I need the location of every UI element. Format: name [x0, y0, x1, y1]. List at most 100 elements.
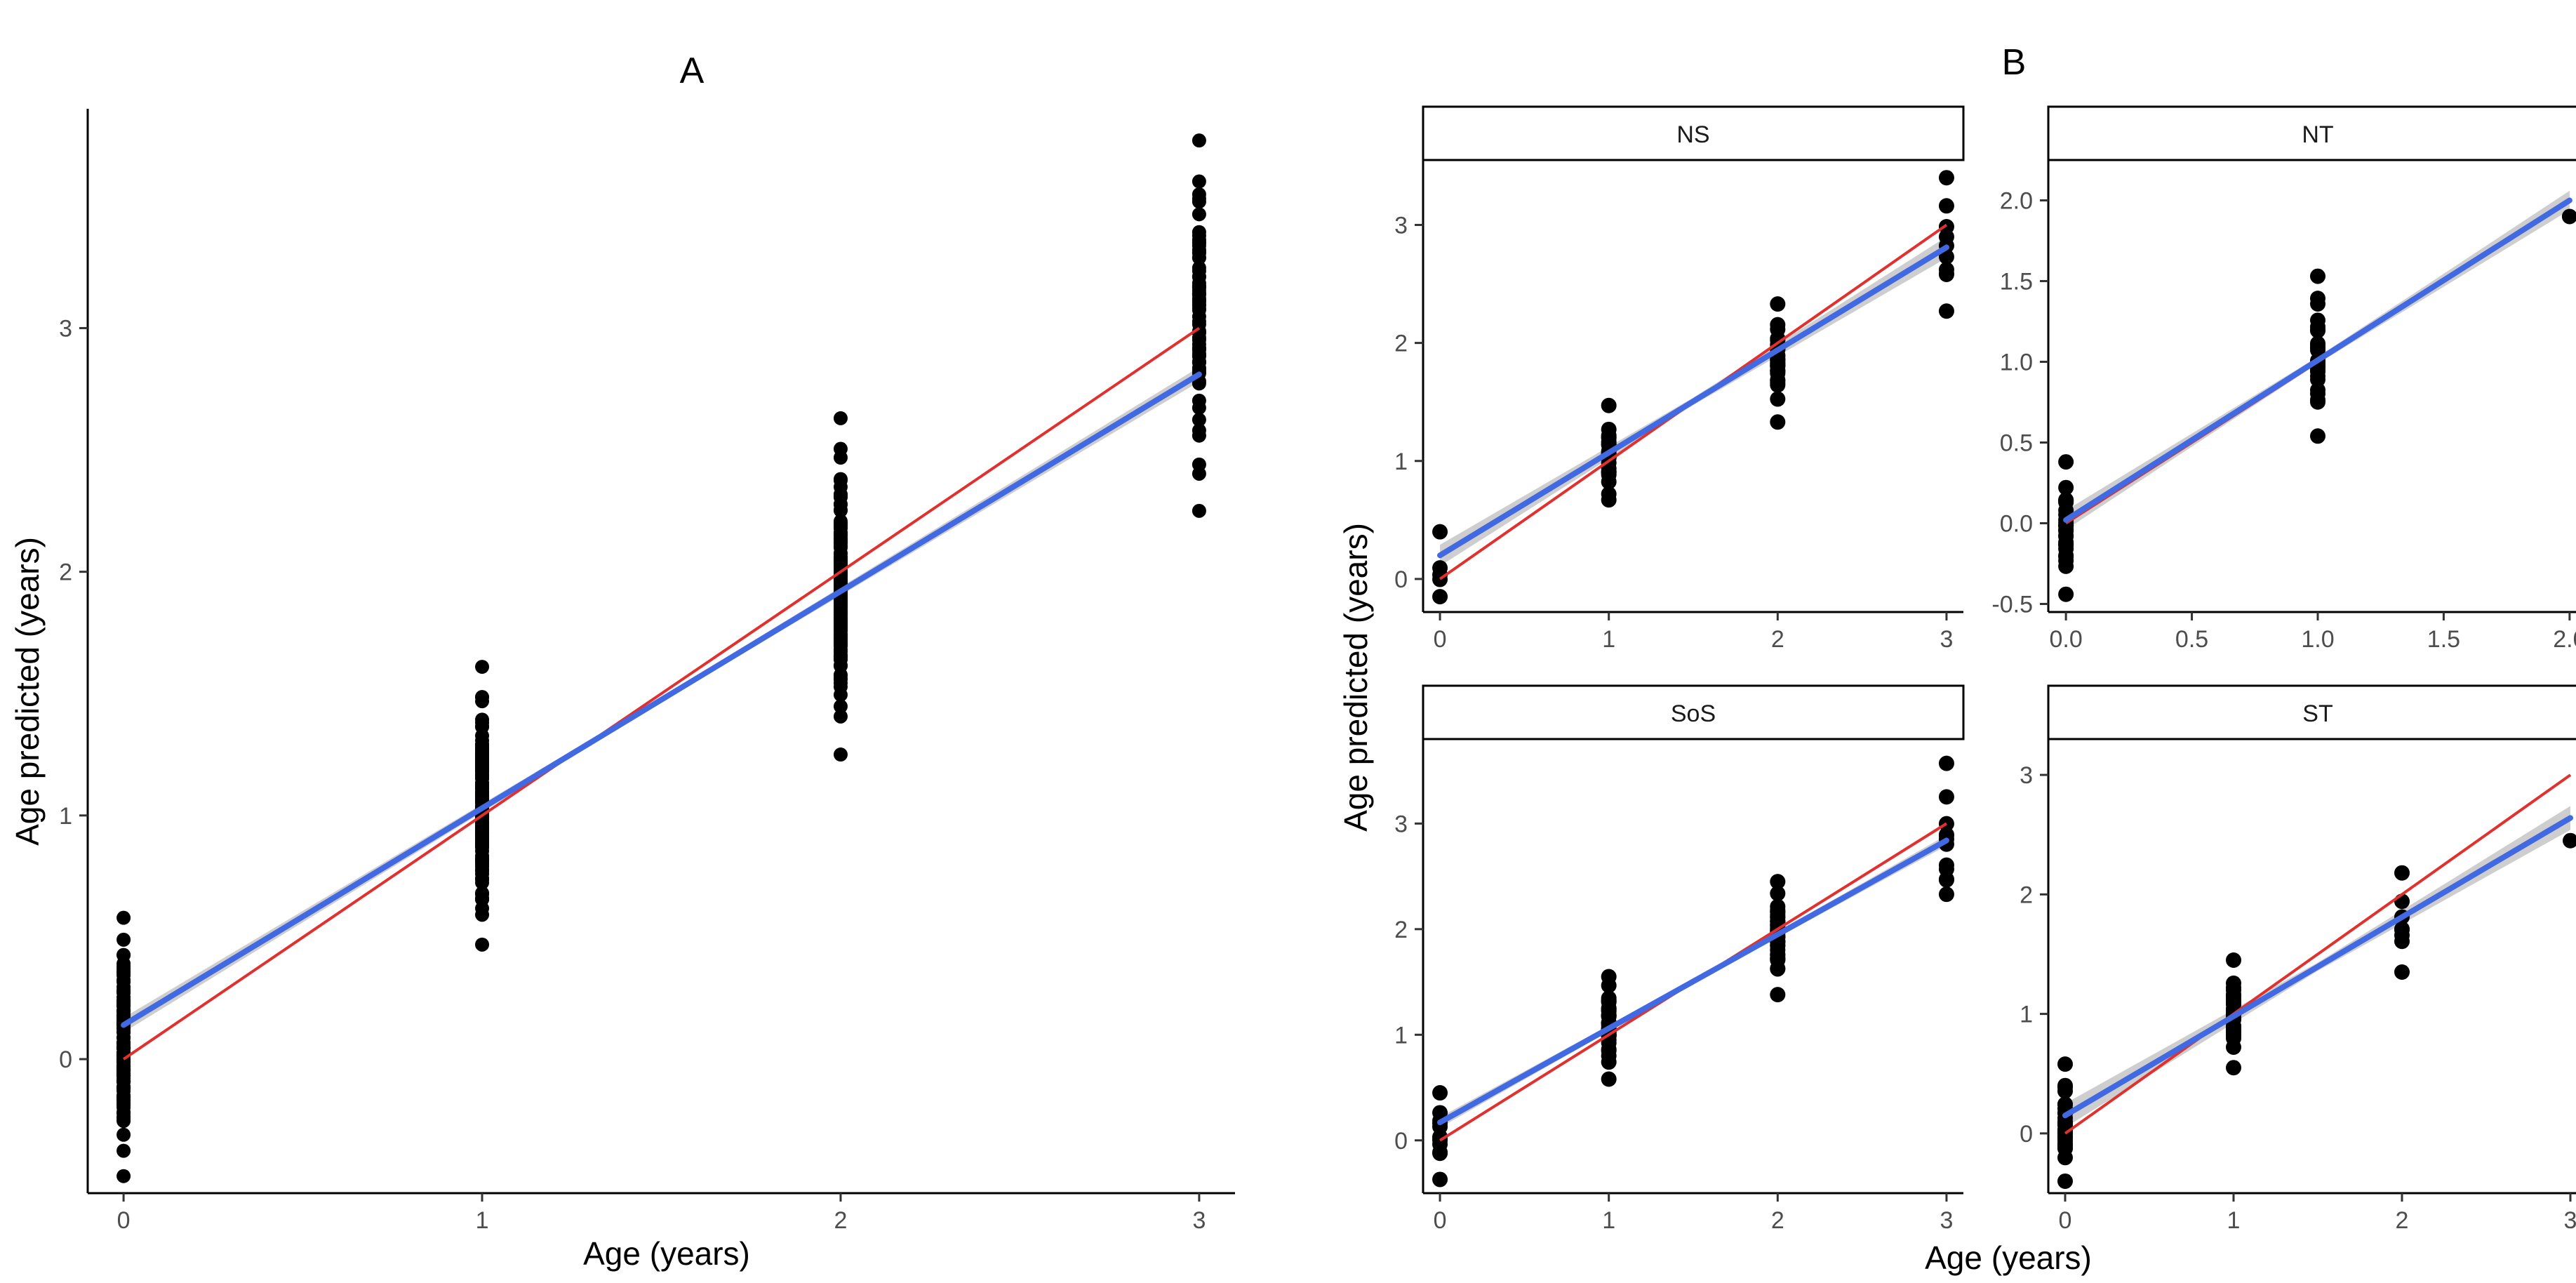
facet-sos-point [1770, 987, 1786, 1003]
facet-nt-point [2058, 454, 2074, 470]
facet-sos-point [1432, 1105, 1448, 1121]
facet-nt-x-tick-label: 2.0 [2553, 626, 2576, 653]
facet-st-axes-layer: 0 1 2 3 0 1 2 3 [2020, 739, 2576, 1234]
facet-ns-point [1770, 321, 1786, 338]
facet-nt-point [2310, 268, 2325, 284]
panel-a-point [116, 1096, 131, 1110]
panel-a-point [833, 747, 848, 762]
facet-sos-x-tick-label: 0 [1434, 1207, 1447, 1234]
panel-a-x-tick-label: 2 [834, 1207, 848, 1234]
panel-b-label: B [2002, 42, 2027, 83]
panel-a-point [833, 533, 848, 548]
facet-sos-lines-layer [1437, 822, 1949, 1142]
facet-nt-axes-layer: 0.0 0.5 1.0 1.5 2.0 -0.5 0.0 0.5 1.0 1.5 2.0 [1991, 160, 2576, 653]
facet-st-strip [2047, 684, 2576, 740]
panel-a-point [116, 932, 131, 947]
facet-st-point [2226, 952, 2241, 968]
panel-a-point [833, 451, 848, 465]
facet-sos-point [1601, 978, 1617, 994]
facet-sos-point [1938, 789, 1954, 805]
facet-st-point [2563, 832, 2576, 849]
facet-sos-strip [1422, 684, 1965, 740]
facet-ns-point [1770, 414, 1786, 430]
panel-a-point [475, 840, 490, 855]
facet-sos-y-tick-label: 2 [1394, 917, 1408, 943]
facet-ns-point [1938, 303, 1954, 319]
panel-a-point [833, 611, 848, 626]
panel-a-point [833, 628, 848, 643]
panel-a-points-layer [116, 133, 1206, 1183]
panel-a-point [1192, 343, 1206, 357]
facet-nt-x-tick-label: 0.0 [2049, 626, 2082, 653]
panel-a-point [116, 1169, 131, 1183]
panel-a-point [116, 1041, 131, 1056]
facet-ns-point [1432, 589, 1448, 605]
panel-a-y-axis-title: Age predicted (years) [9, 537, 46, 846]
facet-ns-y-tick-label: 0 [1394, 566, 1408, 593]
facet-sos-point [1601, 1001, 1617, 1017]
facet-ns-y-tick-label: 1 [1394, 448, 1408, 475]
panel-a-point [116, 996, 131, 1011]
panel-a-x-tick-label: 0 [117, 1207, 131, 1234]
facet-st-y-tick-label: 2 [2020, 882, 2033, 908]
facet-sos-point [1432, 1171, 1448, 1188]
panel-a-identity-line [122, 326, 1201, 1061]
panel-a-point [1192, 333, 1206, 347]
panel-a-point [475, 690, 490, 705]
facet-ns-point [1770, 296, 1786, 312]
facet-ns-point [1601, 421, 1617, 437]
facet-sos-y-tick-label: 0 [1394, 1128, 1408, 1155]
panel-a-point [1192, 401, 1206, 416]
facet-st-point [2057, 1056, 2073, 1072]
facet-nt-x-tick-label: 1.5 [2427, 626, 2460, 653]
panel-a-point [116, 910, 131, 925]
facet-ns-point [1432, 560, 1448, 576]
facet-nt-y-tick-label: 1.5 [2000, 269, 2033, 295]
panel-a-point [833, 699, 848, 714]
facet-st-x-tick-label: 2 [2396, 1207, 2409, 1234]
panel-a-point [1192, 191, 1206, 206]
panel-a-point [116, 1071, 131, 1086]
panel-a-point [833, 497, 848, 512]
facet-nt-y-tick-label: 2.0 [2000, 188, 2033, 215]
panel-a-point [475, 901, 490, 916]
facet-sos-fit-line [1437, 837, 1949, 1126]
facet-st-point [2057, 1077, 2073, 1093]
facet-nt-x-tick-label: 1.0 [2301, 626, 2334, 653]
facet-nt-point [2058, 494, 2074, 510]
facet-ns-x-tick-label: 3 [1940, 626, 1953, 653]
facet-sos-strip-label: SoS [1671, 700, 1716, 727]
facet-sos-point [1938, 871, 1954, 887]
facet-ns-lines-layer [1437, 223, 1949, 580]
facet-st-point [2226, 975, 2241, 991]
panel-a-point [475, 790, 490, 805]
facet-ns-y-tick-label: 3 [1394, 212, 1408, 239]
facet-sos-point [1601, 1048, 1617, 1064]
facet-ns-point [1938, 229, 1954, 245]
panel-a-point [833, 411, 848, 425]
facet-ns-strip-label: NS [1676, 121, 1709, 148]
panel-a-point [116, 975, 131, 990]
facet-nt-point [2310, 371, 2325, 387]
panel-a-y-tick-label: 2 [59, 559, 72, 586]
facet-sos-point [1938, 886, 1954, 903]
facet-nt-point [2058, 479, 2074, 496]
facet-nt-point [2310, 394, 2325, 410]
facet-sos-point [1770, 938, 1786, 954]
panel-a-point [833, 553, 848, 568]
facet-sos-point [1432, 1085, 1448, 1101]
facet-sos-axes-layer: 0 1 2 3 0 1 2 3 [1394, 739, 1963, 1234]
panel-a-point [1192, 174, 1206, 189]
facet-nt-fit-line [2063, 197, 2572, 523]
panel-a-point [1192, 207, 1206, 222]
facet-nt-y-tick-label: 0.5 [2000, 430, 2033, 457]
facet-ns-point [1601, 486, 1617, 502]
facet-sos-point [1770, 905, 1786, 921]
facet-nt-y-tick-label: 1.0 [2000, 350, 2033, 376]
facet-sos-y-tick-label: 1 [1394, 1022, 1408, 1049]
facet-st-fit-line [2062, 815, 2573, 1119]
panel-a-point [116, 1106, 131, 1121]
facet-st-chart: ST 0 1 2 3 0 1 2 3 [2020, 684, 2576, 1234]
facet-nt-y-tick-label: 0.0 [2000, 511, 2033, 538]
facet-sos-x-tick-label: 2 [1771, 1207, 1784, 1234]
